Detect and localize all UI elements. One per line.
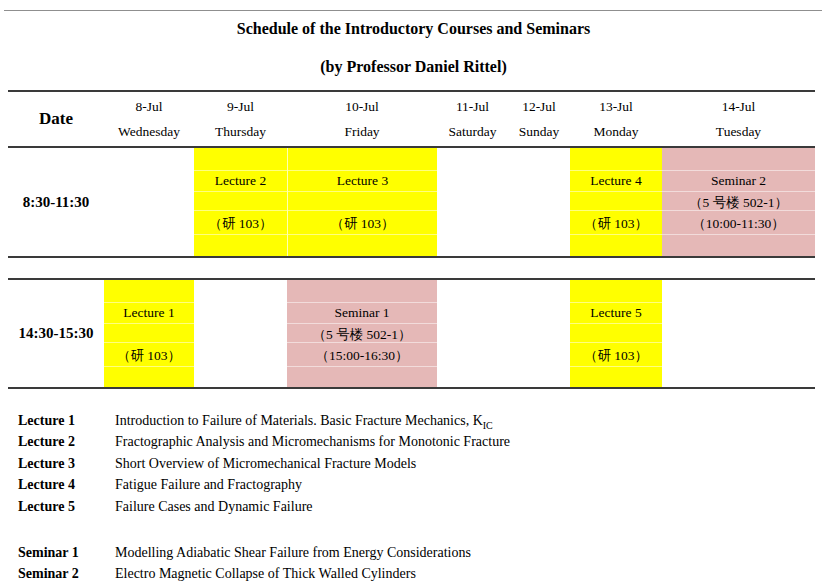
day-header-saturday: 11-Jul Saturday [437, 92, 508, 146]
legend-label: Lecture 1 [18, 413, 115, 429]
day-header-monday: 13-Jul Monday [570, 92, 662, 146]
legend-text: Introduction to Failure of Materials. Ba… [115, 413, 493, 429]
schedule-table-afternoon: 14:30-15:30 Lecture 1 （研 103） Seminar 1 … [8, 278, 815, 389]
time-slot-label: 8:30-11:30 [8, 148, 104, 256]
legend-row-seminar1: Seminar 1 Modelling Adiabatic Shear Fail… [18, 542, 471, 564]
day-name: Wednesday [118, 125, 180, 139]
page-title: Schedule of the Introductory Courses and… [0, 20, 827, 38]
lecture-title: Lecture 3 [288, 173, 437, 189]
day-date: 10-Jul [345, 100, 379, 114]
seminar2-cell: Seminar 2 （5 号楼 502-1） （10:00-11:30） [662, 148, 815, 256]
schedule-document: Schedule of the Introductory Courses and… [0, 0, 827, 584]
seminar-time: （15:00-16:30） [287, 347, 437, 365]
lecture1-cell: Lecture 1 （研 103） [104, 280, 194, 387]
seminar-room: （5 号楼 502-1） [287, 326, 437, 344]
legend-text: Fatigue Failure and Fractography [115, 477, 302, 493]
lecture-room: （研 103） [570, 215, 662, 233]
page-subtitle: (by Professor Daniel Rittel) [0, 58, 827, 76]
seminar-legend: Seminar 1 Modelling Adiabatic Shear Fail… [18, 542, 471, 584]
day-name: Saturday [449, 125, 497, 139]
lecture-title: Lecture 1 [104, 305, 194, 321]
day-header-sunday: 12-Jul Sunday [508, 92, 570, 146]
schedule-row-afternoon: 14:30-15:30 Lecture 1 （研 103） Seminar 1 … [8, 278, 815, 389]
day-date: 14-Jul [722, 100, 756, 114]
legend-label: Lecture 4 [18, 477, 115, 493]
day-date: 9-Jul [227, 100, 254, 114]
day-name: Tuesday [716, 125, 761, 139]
time-slot-label: 14:30-15:30 [8, 280, 104, 387]
day-name: Monday [594, 125, 639, 139]
legend-text: Failure Cases and Dynamic Failure [115, 499, 313, 515]
date-column-header: Date [8, 92, 104, 146]
legend-label: Lecture 3 [18, 456, 115, 472]
lecture-room: （研 103） [288, 215, 437, 233]
lecture-room: （研 103） [104, 347, 194, 365]
empty-cell-saturday [437, 148, 508, 256]
seminar1-cell: Seminar 1 （5 号楼 502-1） （15:00-16:30） [287, 280, 437, 387]
empty-cell-tuesday [662, 280, 815, 387]
seminar-title: Seminar 2 [662, 173, 815, 189]
legend-row-lecture2: Lecture 2 Fractographic Analysis and Mic… [18, 432, 510, 454]
day-header-tuesday: 14-Jul Tuesday [662, 92, 815, 146]
legend-label: Lecture 5 [18, 499, 115, 515]
lecture-legend: Lecture 1 Introduction to Failure of Mat… [18, 410, 510, 518]
lecture-room: （研 103） [194, 215, 287, 233]
empty-cell-thursday [194, 280, 287, 387]
legend-row-lecture5: Lecture 5 Failure Cases and Dynamic Fail… [18, 496, 510, 518]
legend-label: Seminar 2 [18, 566, 115, 582]
legend-row-seminar2: Seminar 2 Electro Magnetic Collapse of T… [18, 564, 471, 584]
empty-cell-sunday [508, 148, 570, 256]
empty-cell-sunday [508, 280, 570, 387]
lecture3-cell: Lecture 3 （研 103） [287, 148, 437, 256]
legend-text-main: Introduction to Failure of Materials. Ba… [115, 413, 483, 428]
table-header-row: Date 8-Jul Wednesday 9-Jul Thursday 10-J… [8, 90, 815, 148]
legend-row-lecture3: Lecture 3 Short Overview of Micromechani… [18, 453, 510, 475]
legend-text: Electro Magnetic Collapse of Thick Walle… [115, 566, 416, 582]
legend-text: Fractographic Analysis and Micromechanis… [115, 434, 510, 450]
day-date: 13-Jul [599, 100, 633, 114]
day-name: Friday [344, 125, 379, 139]
top-divider [4, 10, 822, 11]
lecture5-cell: Lecture 5 （研 103） [570, 280, 662, 387]
schedule-table-morning: Date 8-Jul Wednesday 9-Jul Thursday 10-J… [8, 90, 815, 258]
legend-text: Modelling Adiabatic Shear Failure from E… [115, 545, 471, 561]
lecture-title: Lecture 4 [570, 173, 662, 189]
schedule-row-morning: 8:30-11:30 Lecture 2 （研 103） Lecture 3 （… [8, 148, 815, 258]
subscript-ic: IC [483, 420, 493, 431]
lecture-room: （研 103） [570, 347, 662, 365]
seminar-title: Seminar 1 [287, 305, 437, 321]
day-name: Sunday [519, 125, 560, 139]
empty-cell-saturday [437, 280, 508, 387]
legend-label: Seminar 1 [18, 545, 115, 561]
lecture4-cell: Lecture 4 （研 103） [570, 148, 662, 256]
day-name: Thursday [215, 125, 266, 139]
day-header-wednesday: 8-Jul Wednesday [104, 92, 194, 146]
seminar-room: （5 号楼 502-1） [662, 194, 815, 212]
legend-text: Short Overview of Micromechanical Fractu… [115, 456, 416, 472]
lecture-title: Lecture 5 [570, 305, 662, 321]
lecture2-cell: Lecture 2 （研 103） [194, 148, 287, 256]
legend-row-lecture1: Lecture 1 Introduction to Failure of Mat… [18, 410, 510, 432]
legend-label: Lecture 2 [18, 434, 115, 450]
seminar-time: （10:00-11:30） [662, 215, 815, 233]
empty-cell-wednesday [104, 148, 194, 256]
day-date: 8-Jul [136, 100, 163, 114]
legend-row-lecture4: Lecture 4 Fatigue Failure and Fractograp… [18, 475, 510, 497]
day-date: 11-Jul [456, 100, 489, 114]
day-header-friday: 10-Jul Friday [287, 92, 437, 146]
day-date: 12-Jul [522, 100, 556, 114]
day-header-thursday: 9-Jul Thursday [194, 92, 287, 146]
lecture-title: Lecture 2 [194, 173, 287, 189]
